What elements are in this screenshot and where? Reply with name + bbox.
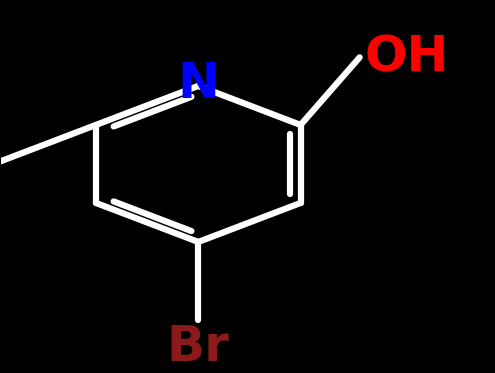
Text: N: N xyxy=(177,60,219,108)
Text: OH: OH xyxy=(365,33,449,81)
Text: Br: Br xyxy=(167,323,230,371)
